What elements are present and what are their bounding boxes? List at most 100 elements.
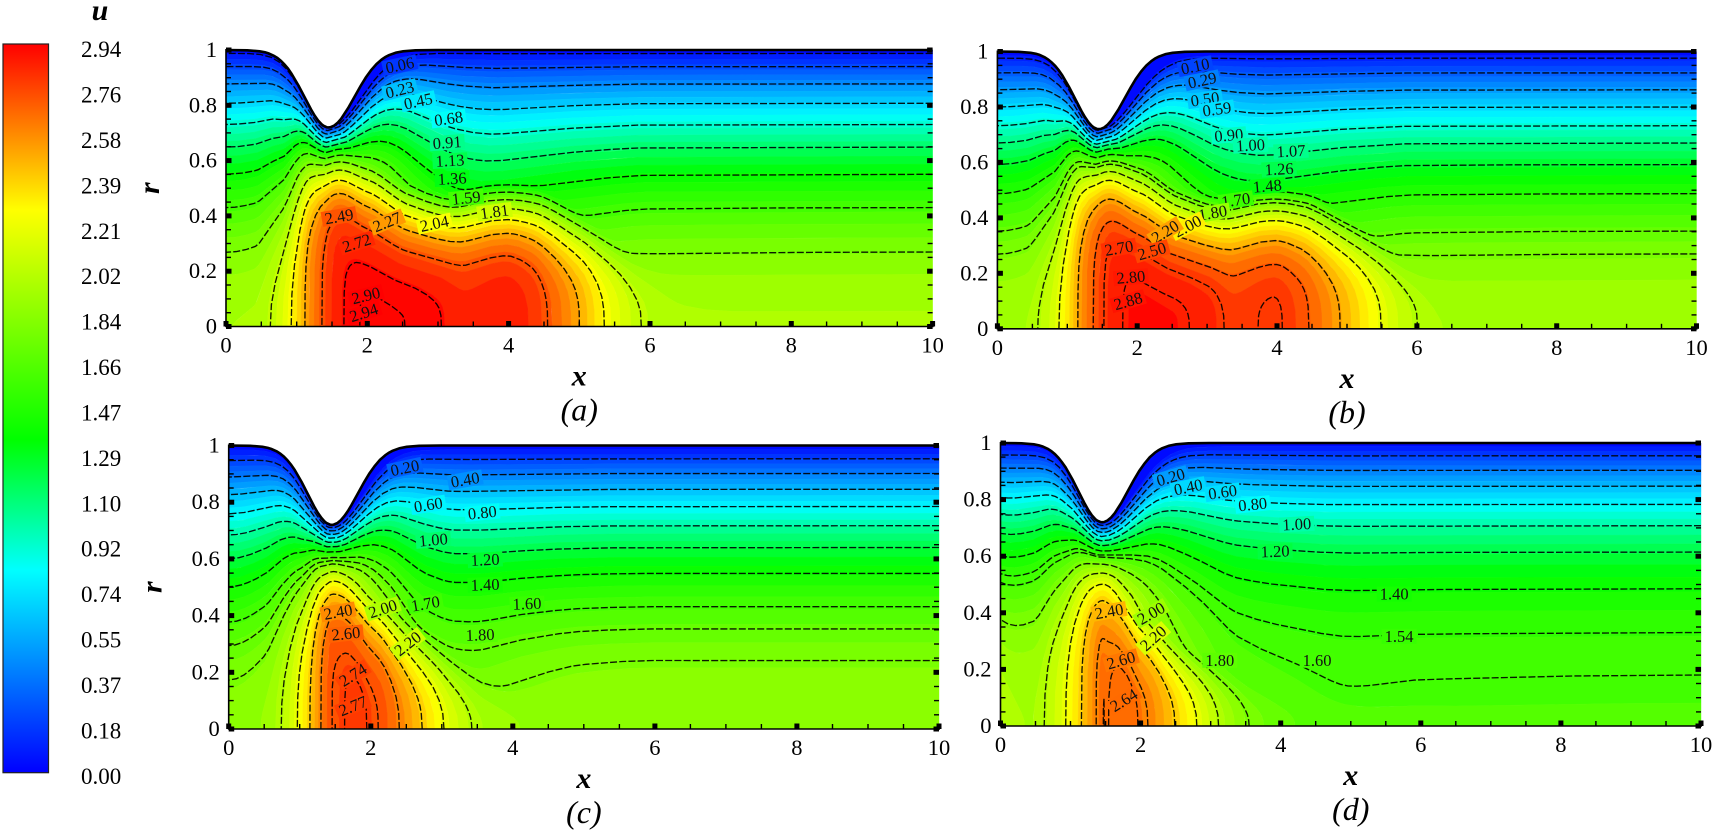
svg-text:1.40: 1.40 (470, 575, 500, 595)
svg-text:0.60: 0.60 (1207, 481, 1238, 504)
svg-text:0.80: 0.80 (1237, 493, 1268, 515)
svg-text:1: 1 (977, 39, 988, 64)
svg-text:1.48: 1.48 (1252, 175, 1282, 196)
svg-text:0.80: 0.80 (467, 502, 498, 524)
svg-text:1.47: 1.47 (81, 401, 121, 426)
svg-text:1.84: 1.84 (81, 310, 122, 335)
svg-text:(b): (b) (1328, 394, 1365, 430)
svg-text:0.6: 0.6 (192, 546, 220, 571)
svg-text:2: 2 (1135, 732, 1146, 757)
svg-text:1: 1 (208, 433, 219, 458)
svg-text:x: x (1342, 759, 1358, 792)
svg-text:10: 10 (1685, 335, 1708, 360)
svg-text:2.60: 2.60 (331, 623, 362, 645)
svg-text:0.8: 0.8 (960, 94, 988, 119)
svg-text:1.70: 1.70 (410, 592, 442, 616)
svg-text:6: 6 (644, 333, 655, 358)
svg-text:0: 0 (977, 316, 988, 341)
svg-text:0.2: 0.2 (189, 258, 217, 283)
svg-text:1.20: 1.20 (470, 550, 500, 570)
svg-text:0.92: 0.92 (81, 537, 121, 562)
svg-text:1.60: 1.60 (512, 594, 542, 614)
svg-text:1.80: 1.80 (465, 625, 495, 645)
svg-text:0.60: 0.60 (413, 493, 444, 516)
svg-text:1.54: 1.54 (1385, 627, 1414, 646)
svg-text:1.40: 1.40 (1380, 585, 1409, 604)
svg-text:1.80: 1.80 (1205, 651, 1234, 670)
svg-text:0.68: 0.68 (433, 107, 464, 130)
svg-text:x: x (575, 762, 591, 795)
svg-text:6: 6 (1411, 335, 1422, 360)
svg-text:6: 6 (1415, 732, 1426, 757)
svg-text:0.91: 0.91 (432, 132, 462, 153)
svg-text:8: 8 (1551, 335, 1562, 360)
svg-text:r: r (133, 182, 166, 194)
svg-text:0: 0 (206, 314, 217, 339)
svg-text:0: 0 (220, 333, 231, 358)
svg-text:0.40: 0.40 (449, 468, 481, 492)
svg-text:2.40: 2.40 (322, 600, 354, 624)
svg-text:0.8: 0.8 (192, 489, 220, 514)
svg-text:0.6: 0.6 (960, 149, 988, 174)
svg-text:(d): (d) (1332, 791, 1369, 827)
svg-text:1: 1 (206, 37, 217, 62)
svg-text:8: 8 (791, 735, 802, 760)
svg-text:0.8: 0.8 (963, 487, 991, 512)
svg-text:2: 2 (362, 333, 373, 358)
svg-text:(c): (c) (566, 794, 602, 830)
svg-text:0.74: 0.74 (81, 582, 122, 607)
svg-text:8: 8 (786, 333, 797, 358)
svg-text:0.8: 0.8 (189, 92, 217, 117)
svg-text:0.2: 0.2 (192, 659, 220, 684)
svg-text:2.49: 2.49 (323, 205, 355, 229)
svg-text:1.13: 1.13 (435, 150, 465, 170)
svg-text:0.6: 0.6 (189, 148, 217, 173)
svg-text:10: 10 (1690, 732, 1713, 757)
svg-text:1.10: 1.10 (81, 491, 121, 516)
svg-text:0.00: 0.00 (81, 764, 121, 789)
svg-text:4: 4 (1275, 732, 1286, 757)
svg-text:0.59: 0.59 (1201, 98, 1232, 121)
svg-text:0.4: 0.4 (189, 203, 217, 228)
svg-text:0.6: 0.6 (963, 543, 991, 568)
svg-text:2.70: 2.70 (1103, 236, 1135, 260)
svg-text:1.00: 1.00 (418, 529, 448, 550)
svg-text:2: 2 (1132, 335, 1143, 360)
svg-text:0.4: 0.4 (192, 603, 220, 628)
svg-text:0: 0 (980, 713, 991, 738)
svg-text:0.18: 0.18 (81, 718, 121, 743)
svg-text:1.66: 1.66 (81, 355, 121, 380)
svg-text:2.40: 2.40 (1093, 600, 1125, 624)
svg-text:4: 4 (503, 333, 514, 358)
svg-text:6: 6 (649, 735, 660, 760)
svg-text:2.94: 2.94 (81, 37, 122, 62)
svg-text:4: 4 (507, 735, 518, 760)
svg-text:0.4: 0.4 (963, 600, 991, 625)
svg-text:(a): (a) (561, 392, 598, 428)
svg-text:1.80: 1.80 (1197, 201, 1229, 225)
svg-text:1.36: 1.36 (437, 168, 467, 188)
svg-text:x: x (571, 360, 587, 393)
svg-text:2.39: 2.39 (81, 173, 121, 198)
svg-text:0: 0 (223, 735, 234, 760)
svg-text:1.07: 1.07 (1276, 141, 1306, 161)
svg-text:0.2: 0.2 (963, 656, 991, 681)
svg-text:10: 10 (921, 333, 944, 358)
svg-text:0.55: 0.55 (81, 628, 121, 653)
svg-text:1: 1 (980, 430, 991, 455)
svg-text:2.76: 2.76 (81, 83, 121, 108)
svg-text:0.2: 0.2 (960, 260, 988, 285)
svg-text:1.29: 1.29 (81, 446, 121, 471)
svg-text:0.4: 0.4 (960, 205, 988, 230)
svg-text:0: 0 (208, 716, 219, 741)
svg-text:r: r (136, 581, 169, 593)
svg-text:10: 10 (928, 735, 951, 760)
svg-text:1.00: 1.00 (1236, 135, 1266, 155)
svg-text:x: x (1339, 362, 1355, 395)
svg-text:2.80: 2.80 (1116, 266, 1146, 287)
svg-text:2.21: 2.21 (81, 219, 121, 244)
svg-text:2: 2 (365, 735, 376, 760)
svg-text:1.20: 1.20 (1260, 541, 1290, 561)
svg-text:1.26: 1.26 (1264, 159, 1294, 179)
svg-text:1.60: 1.60 (1303, 651, 1332, 670)
